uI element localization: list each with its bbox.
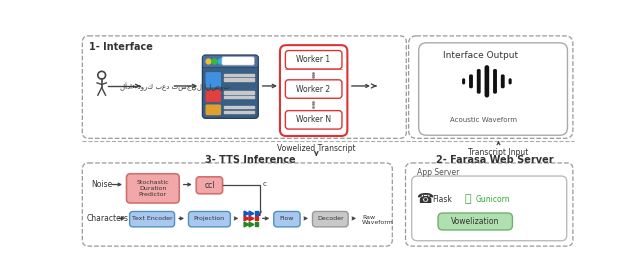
Text: Projection: Projection	[194, 216, 225, 221]
Text: Flask: Flask	[433, 195, 452, 204]
FancyBboxPatch shape	[412, 176, 566, 241]
Text: Stochastic
Duration
Predictor: Stochastic Duration Predictor	[136, 180, 169, 197]
Text: Worker 1: Worker 1	[296, 55, 330, 64]
Text: Gunicorn: Gunicorn	[476, 195, 510, 204]
Text: Vowelization: Vowelization	[451, 217, 499, 226]
Bar	[255, 216, 259, 220]
Text: 2- Farasa Web Server: 2- Farasa Web Server	[436, 155, 554, 165]
Text: Transcript Input: Transcript Input	[468, 148, 529, 157]
FancyBboxPatch shape	[274, 211, 300, 227]
FancyBboxPatch shape	[127, 174, 179, 203]
FancyBboxPatch shape	[285, 111, 342, 129]
Text: Worker N: Worker N	[296, 115, 331, 124]
FancyBboxPatch shape	[438, 213, 513, 230]
FancyBboxPatch shape	[493, 69, 497, 94]
Text: Worker 2: Worker 2	[296, 85, 330, 94]
Bar	[224, 74, 253, 76]
Text: 1- Interface: 1- Interface	[90, 42, 153, 52]
Text: لأداء دورك بعد تسجيل الصوت: لأداء دورك بعد تسجيل الصوت	[120, 83, 230, 91]
Bar	[224, 106, 253, 108]
Text: Text Encoder: Text Encoder	[132, 216, 172, 221]
FancyBboxPatch shape	[202, 55, 259, 67]
FancyBboxPatch shape	[509, 78, 511, 84]
Text: App Server: App Server	[417, 168, 460, 177]
Text: Raw
Waveform: Raw Waveform	[362, 214, 394, 225]
Bar	[224, 91, 253, 94]
FancyBboxPatch shape	[129, 211, 175, 227]
Bar	[255, 222, 259, 226]
Text: Flow: Flow	[280, 216, 294, 221]
Text: ☎: ☎	[416, 192, 433, 206]
FancyBboxPatch shape	[202, 55, 259, 118]
FancyBboxPatch shape	[280, 45, 348, 136]
Bar	[224, 96, 253, 98]
FancyBboxPatch shape	[484, 65, 489, 97]
FancyBboxPatch shape	[462, 78, 465, 84]
FancyBboxPatch shape	[205, 104, 221, 115]
FancyBboxPatch shape	[419, 43, 568, 135]
Bar	[224, 78, 253, 81]
Text: Decoder: Decoder	[317, 216, 344, 221]
Text: Interface Output: Interface Output	[443, 51, 518, 60]
FancyBboxPatch shape	[205, 72, 221, 87]
Text: Vowelized Transcript: Vowelized Transcript	[277, 144, 356, 153]
Text: Characters: Characters	[86, 214, 128, 223]
FancyBboxPatch shape	[501, 74, 505, 88]
FancyBboxPatch shape	[477, 69, 481, 94]
Text: Acoustic Waveform: Acoustic Waveform	[449, 117, 516, 123]
Bar	[255, 211, 259, 215]
Text: 🐎: 🐎	[464, 194, 471, 204]
Bar	[224, 111, 253, 113]
FancyBboxPatch shape	[285, 80, 342, 98]
FancyBboxPatch shape	[222, 57, 254, 65]
Text: c: c	[263, 181, 267, 187]
FancyBboxPatch shape	[312, 211, 348, 227]
FancyBboxPatch shape	[285, 50, 342, 69]
FancyBboxPatch shape	[189, 211, 230, 227]
FancyBboxPatch shape	[469, 74, 473, 88]
FancyBboxPatch shape	[196, 177, 223, 194]
Text: ccl: ccl	[204, 181, 214, 190]
Text: Noise: Noise	[91, 180, 112, 189]
Text: 3- TTS Inference: 3- TTS Inference	[205, 155, 296, 165]
FancyBboxPatch shape	[205, 90, 221, 102]
